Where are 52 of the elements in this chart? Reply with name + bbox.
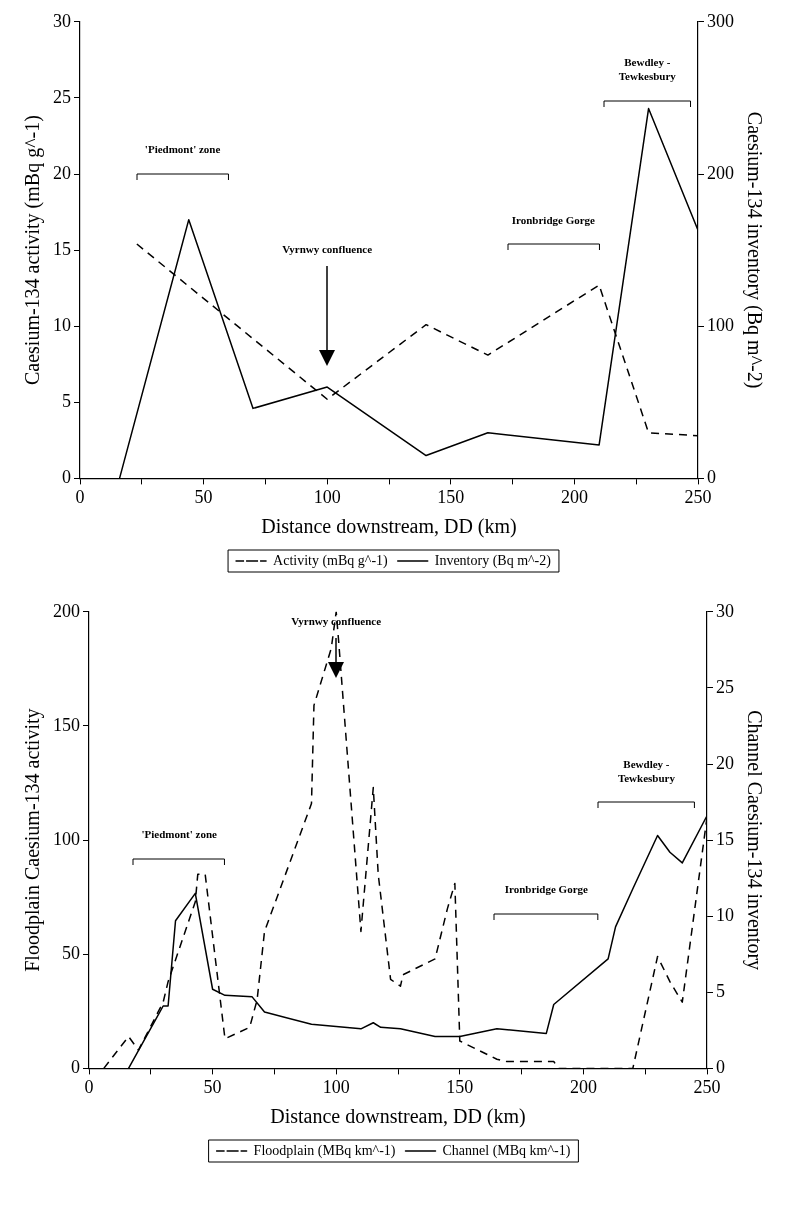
annotation: 'Piedmont' zone (144, 143, 221, 156)
y-tick-label: 50 (62, 942, 80, 963)
y2-tick-label: 10 (716, 904, 734, 925)
y2-tick-label: 15 (716, 828, 734, 849)
y2-axis-title: Caesium-134 inventory (Bq m^-2) (742, 111, 766, 389)
y-tick-label: 0 (71, 1057, 80, 1078)
legend-label: Activity (mBq g^-1) (273, 552, 389, 569)
annotation: Bewdley - Tewkesbury (617, 757, 676, 784)
x-tick-label: 200 (560, 486, 588, 507)
x-tick-label: 200 (569, 1076, 597, 1097)
x-axis-title: Distance downstream, DD (km) (261, 515, 517, 539)
y2-tick-label: 0 (707, 467, 716, 488)
y-tick-label: 15 (53, 238, 71, 259)
legend-label: Inventory (Bq m^-2) (434, 552, 552, 569)
y-tick-label: 200 (53, 600, 80, 621)
y2-axis-title: Channel Caesium-134 inventory (742, 710, 766, 971)
annotation: 'Piedmont' zone (141, 828, 218, 841)
y2-tick-label: 200 (707, 162, 734, 183)
x-axis-title: Distance downstream, DD (km) (270, 1105, 526, 1129)
y-axis-title: Floodplain Caesium-134 activity (21, 708, 45, 972)
y-tick-label: 100 (53, 828, 80, 849)
x-tick-label: 150 (437, 486, 465, 507)
y2-tick-label: 30 (716, 600, 734, 621)
x-tick-label: 250 (684, 486, 712, 507)
legend-label: Channel (MBq km^-1) (442, 1142, 571, 1159)
y2-tick-label: 5 (716, 981, 725, 1002)
legend-label: Floodplain (MBq km^-1) (253, 1142, 396, 1159)
x-tick-label: 0 (84, 1076, 94, 1097)
y-tick-label: 150 (53, 714, 80, 735)
x-tick-label: 150 (446, 1076, 474, 1097)
y-tick-label: 10 (53, 314, 71, 335)
x-tick-label: 100 (322, 1076, 350, 1097)
x-tick-label: 50 (194, 486, 213, 507)
y2-tick-label: 300 (707, 10, 734, 31)
x-tick-label: 100 (313, 486, 341, 507)
y-tick-label: 20 (53, 162, 71, 183)
x-tick-label: 50 (203, 1076, 222, 1097)
annotation: Vyrnwy confluence (282, 242, 373, 255)
annotation: Vyrnwy confluence (291, 615, 382, 628)
x-tick-label: 250 (693, 1076, 721, 1097)
y2-tick-label: 25 (716, 676, 734, 697)
y-tick-label: 0 (62, 467, 71, 488)
annotation: Ironbridge Gorge (504, 883, 589, 896)
y-axis-title: Caesium-134 activity (mBq g^-1) (21, 115, 45, 386)
y-tick-label: 30 (53, 10, 71, 31)
y-tick-label: 25 (53, 86, 71, 107)
y2-tick-label: 20 (716, 752, 734, 773)
y-tick-label: 5 (62, 391, 71, 412)
annotation: Bewdley - Tewkesbury (618, 56, 677, 83)
y2-tick-label: 0 (716, 1057, 725, 1078)
annotation: Ironbridge Gorge (511, 213, 596, 226)
y2-tick-label: 100 (707, 314, 734, 335)
